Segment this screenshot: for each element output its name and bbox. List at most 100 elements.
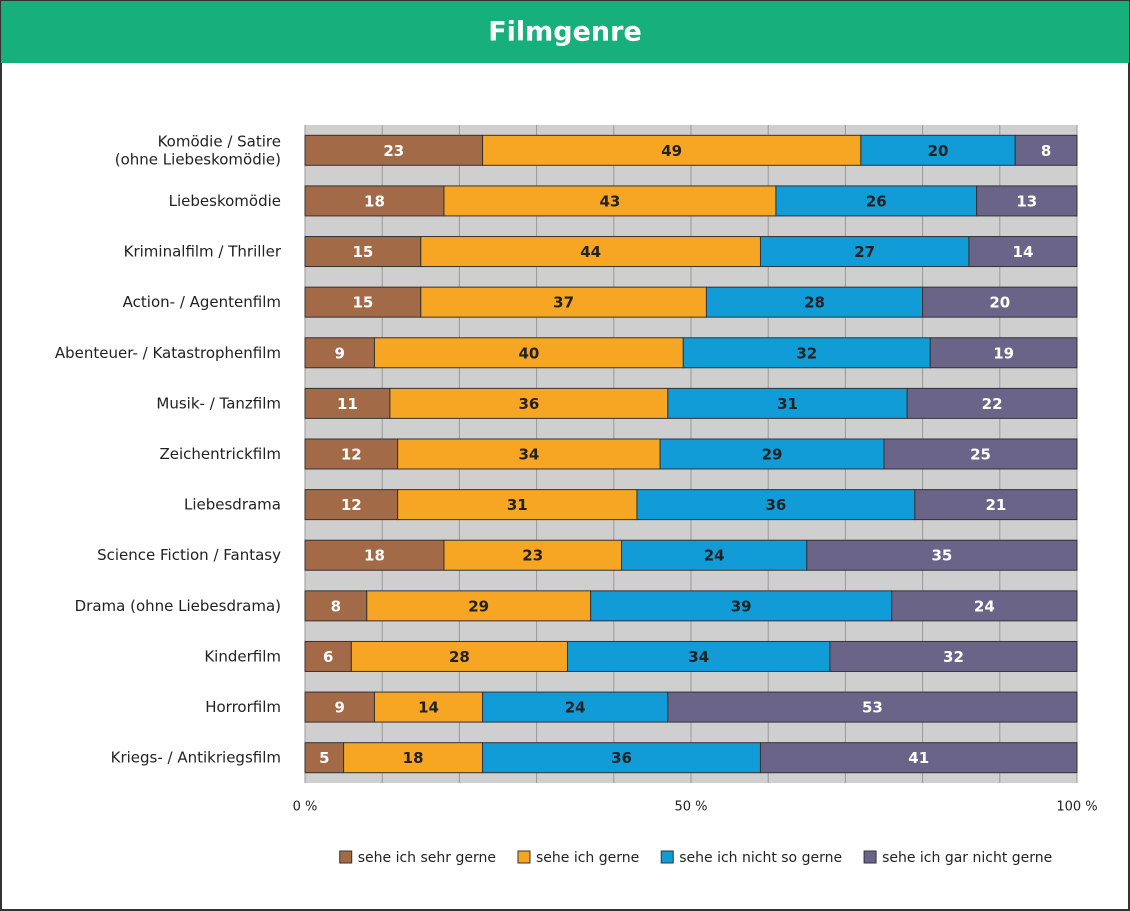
data-label: 19 [993,344,1014,362]
bar-segment [397,489,638,521]
legend-swatch [660,850,674,864]
bar-segment [304,742,345,774]
bar-segment [366,590,592,622]
bar-segment [682,337,931,369]
data-label: 41 [908,749,929,767]
data-label: 34 [688,648,709,666]
data-label: 9 [335,344,345,362]
data-label: 28 [804,294,825,312]
data-label: 23 [522,547,543,565]
bar-segment [350,640,568,672]
bar-segment [420,236,761,268]
bar-segment [304,185,445,217]
legend-item: sehe ich sehr gerne [339,850,496,866]
bar-segment [860,134,1016,166]
legend-label: sehe ich gar nicht gerne [882,850,1052,866]
bar-segment [759,236,970,268]
bar-segment [304,438,399,470]
bar-segment [482,742,761,774]
bar-segment [373,337,684,369]
data-label: 11 [337,395,358,413]
bar-segment [443,185,777,217]
bar-segment [806,539,1078,571]
data-label: 34 [518,446,539,464]
bar-segment [343,742,484,774]
data-label: 49 [661,142,682,160]
bar-segment [775,185,978,217]
legend-label: sehe ich gerne [536,850,639,866]
y-tick-label: Abenteuer- / Katastrophenfilm [55,343,281,361]
bar-segment [304,286,422,318]
y-tick-label: Action- / Agentenfilm [123,293,281,311]
y-tick-label: Kriminalfilm / Thriller [124,242,282,260]
data-label: 14 [1013,243,1034,261]
y-tick-label: Liebesdrama [184,495,281,513]
data-label: 40 [518,344,539,362]
y-tick-label: Drama (ohne Liebesdrama) [75,596,281,614]
y-tick-label: Kinderfilm [204,647,281,665]
data-label: 14 [418,699,439,717]
data-label: 13 [1016,192,1037,210]
bar-segment [922,286,1078,318]
y-tick-label: Science Fiction / Fantasy [97,546,281,564]
legend-swatch [863,850,877,864]
data-label: 32 [796,344,817,362]
bar-segment [929,337,1078,369]
data-label: 25 [970,446,991,464]
bar-segment [1014,134,1078,166]
data-label: 20 [928,142,949,160]
y-tick-label: Zeichentrickfilm [159,445,281,463]
legend-item: sehe ich gar nicht gerne [863,850,1052,866]
legend-label: sehe ich sehr gerne [358,850,496,866]
data-label: 24 [974,597,995,615]
bar-segment [590,590,893,622]
y-tick-label: Liebeskomödie [169,191,281,209]
bar-segment [304,640,352,672]
data-label: 6 [323,648,333,666]
bar-segment [304,337,375,369]
y-tick-label: Musik- / Tanzfilm [156,394,281,412]
data-label: 36 [611,749,632,767]
data-label: 53 [862,699,883,717]
data-label: 35 [931,547,952,565]
bar-segment [566,640,831,672]
data-label: 26 [866,192,887,210]
data-label: 44 [580,243,601,261]
data-label: 15 [352,294,373,312]
bar-segment [914,489,1078,521]
bar-segment [397,438,661,470]
bar-segment [304,134,484,166]
data-label: 36 [518,395,539,413]
data-label: 24 [704,547,725,565]
data-label: 21 [986,496,1007,514]
legend-swatch [517,850,531,864]
header [1,1,1129,63]
data-label: 8 [1041,142,1051,160]
bar-segment [443,539,623,571]
data-label: 39 [731,597,752,615]
data-label: 43 [600,192,621,210]
bar-segment [976,185,1078,217]
x-tick-label: 0 % [293,800,318,815]
bar-segment [482,691,669,723]
y-tick-label: Horrorfilm [205,698,281,716]
bar-segment [304,236,422,268]
data-label: 29 [468,597,489,615]
data-label: 37 [553,294,574,312]
data-label: 36 [765,496,786,514]
bar-segment [667,691,1078,723]
bar-segment [906,387,1078,419]
bar-segment [304,387,391,419]
data-label: 18 [364,547,385,565]
bar-segment [968,236,1078,268]
data-label: 24 [565,699,586,717]
data-label: 20 [989,294,1010,312]
data-label: 23 [383,142,404,160]
bar-segment [304,691,375,723]
data-label: 8 [331,597,341,615]
legend-item: sehe ich nicht so gerne [660,850,842,866]
bar-segment [420,286,707,318]
bar-segment [829,640,1078,672]
data-label: 31 [507,496,528,514]
